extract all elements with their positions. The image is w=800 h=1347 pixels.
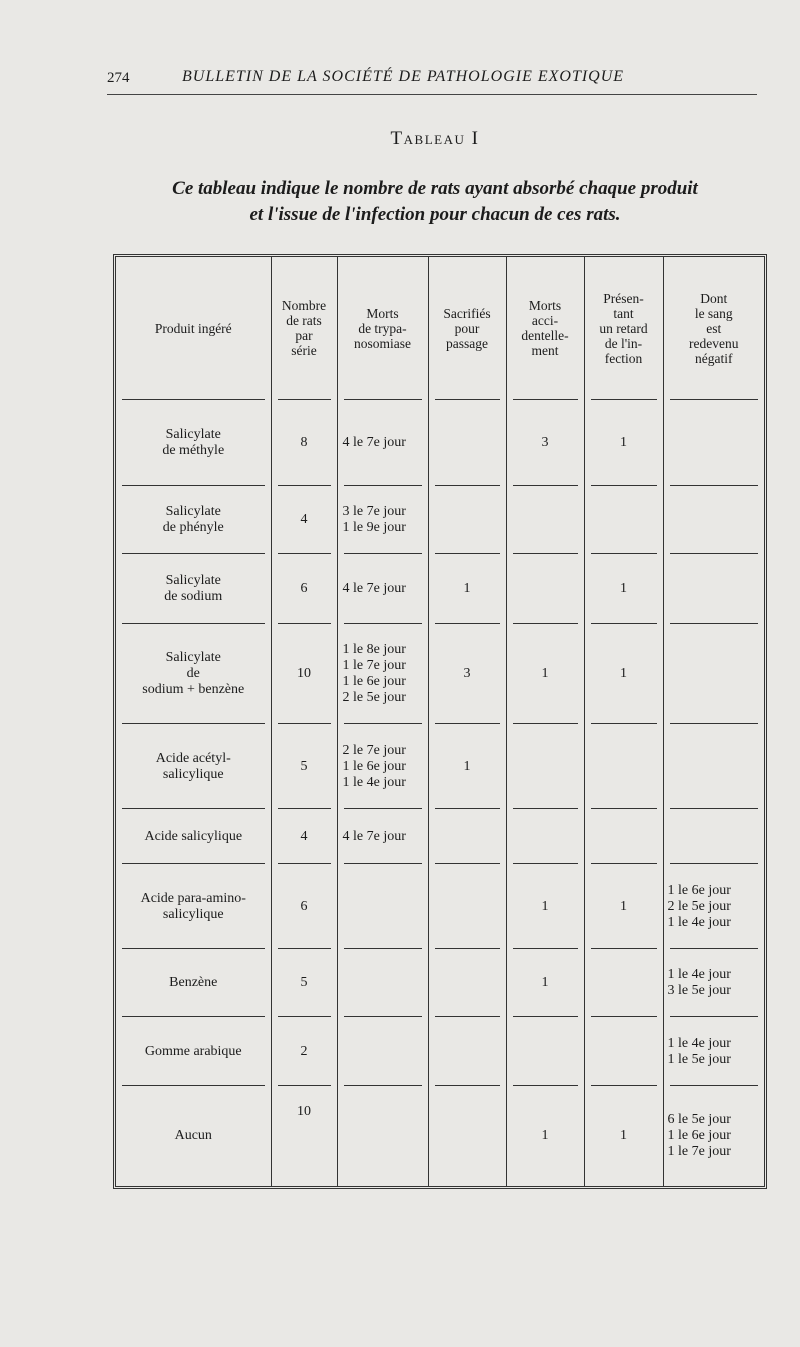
cell-sacrificed bbox=[427, 949, 506, 1017]
cell-product: Acide salicylique bbox=[116, 809, 271, 864]
cell-sacrificed bbox=[427, 864, 506, 949]
cell-sacrificed: 1 bbox=[427, 724, 506, 809]
cell-trypano: 1 le 8e jour 1 le 7e jour 1 le 6e jour 2… bbox=[336, 624, 428, 724]
cell-delayed bbox=[583, 809, 663, 864]
cell-trypano bbox=[336, 1086, 428, 1186]
cell-product: Salicylate de phényle bbox=[116, 486, 271, 554]
cell-product: Acide para-amino- salicylique bbox=[116, 864, 271, 949]
cell-sacrificed bbox=[427, 1086, 506, 1186]
table-row: Acide para-amino- salicylique 6 1 1 1 le 6e … bbox=[116, 864, 764, 949]
cell-accidental: 1 bbox=[505, 949, 584, 1017]
cell-accidental bbox=[505, 554, 584, 624]
cell-trypano bbox=[336, 1017, 428, 1086]
cell-sacrificed bbox=[427, 809, 506, 864]
table-row: Salicylate de sodium + benzène 10 1 le 8e … bbox=[116, 624, 764, 724]
cell-product: Salicylate de méthyle bbox=[116, 399, 271, 486]
cell-count: 6 bbox=[270, 864, 337, 949]
cell-negative: 1 le 4e jour 3 le 5e jour bbox=[662, 949, 764, 1017]
table-row: Salicylate de méthyle 8 4 le 7e jour 3 1 bbox=[116, 399, 764, 486]
cell-count: 10 bbox=[270, 1086, 337, 1186]
table-row: Salicylate de phényle 4 3 le 7e jour 1 le … bbox=[116, 486, 764, 554]
journal-title: BULLETIN DE LA SOCIÉTÉ DE PATHOLOGIE EXO… bbox=[182, 68, 625, 85]
cell-negative: 6 le 5e jour 1 le 6e jour 1 le 7e jour bbox=[662, 1086, 764, 1186]
running-head: 274 BULLETIN DE LA SOCIÉTÉ DE PATHOLOGIE… bbox=[107, 68, 757, 95]
cell-delayed: 1 bbox=[583, 399, 663, 486]
cell-count: 8 bbox=[270, 399, 337, 486]
cell-accidental: 3 bbox=[505, 399, 584, 486]
cell-negative bbox=[662, 624, 764, 724]
cell-product: Salicylate de sodium + benzène bbox=[116, 624, 271, 724]
cell-negative bbox=[662, 486, 764, 554]
cell-delayed: 1 bbox=[583, 1086, 663, 1186]
cell-negative: 1 le 6e jour 2 le 5e jour 1 le 4e jour bbox=[662, 864, 764, 949]
cell-accidental bbox=[505, 724, 584, 809]
table-row: Salicylate de sodium 6 4 le 7e jour 1 1 bbox=[116, 554, 764, 624]
cell-count: 4 bbox=[270, 809, 337, 864]
table-caption: Ce tableau indique le nombre de rats aya… bbox=[172, 178, 698, 225]
column-header: Présen- tant un retard de l'in- fection bbox=[583, 257, 663, 399]
cell-delayed bbox=[583, 1017, 663, 1086]
cell-trypano: 4 le 7e jour bbox=[336, 399, 428, 486]
cell-count: 5 bbox=[270, 724, 337, 809]
cell-delayed bbox=[583, 949, 663, 1017]
cell-count: 6 bbox=[270, 554, 337, 624]
cell-negative bbox=[662, 724, 764, 809]
cell-delayed: 1 bbox=[583, 864, 663, 949]
table-title: Tableau I bbox=[390, 128, 480, 149]
cell-product: Benzène bbox=[116, 949, 271, 1017]
cell-trypano bbox=[336, 949, 428, 1017]
cell-accidental bbox=[505, 1017, 584, 1086]
cell-delayed bbox=[583, 724, 663, 809]
cell-accidental bbox=[505, 486, 584, 554]
cell-sacrificed bbox=[427, 399, 506, 486]
cell-sacrificed: 3 bbox=[427, 624, 506, 724]
column-header: Dont le sang est redevenu négatif bbox=[662, 257, 764, 399]
table-row: Benzène 5 1 1 le 4e jour 3 le 5e jour bbox=[116, 949, 764, 1017]
cell-trypano: 3 le 7e jour 1 le 9e jour bbox=[336, 486, 428, 554]
cell-accidental: 1 bbox=[505, 1086, 584, 1186]
cell-sacrificed: 1 bbox=[427, 554, 506, 624]
cell-product: Aucun bbox=[174, 1128, 212, 1143]
column-header: Produit ingéré bbox=[154, 320, 232, 336]
cell-negative bbox=[662, 554, 764, 624]
results-table: Produit ingéré Nombre de rats par série Mo… bbox=[113, 254, 767, 1189]
cell-accidental bbox=[505, 809, 584, 864]
column-header: Nombre de rats par série bbox=[270, 257, 337, 399]
cell-negative bbox=[662, 809, 764, 864]
cell-trypano: 2 le 7e jour 1 le 6e jour 1 le 4e jour bbox=[336, 724, 428, 809]
cell-count: 5 bbox=[270, 949, 337, 1017]
cell-trypano: 4 le 7e jour bbox=[336, 809, 428, 864]
cell-count: 10 bbox=[270, 624, 337, 724]
column-header: Sacrifiés pour passage bbox=[427, 257, 506, 399]
cell-negative bbox=[662, 399, 764, 486]
cell-trypano: 4 le 7e jour bbox=[336, 554, 428, 624]
column-header: Morts acci- dentelle- ment bbox=[505, 257, 584, 399]
table-row: Gomme arabique 2 1 le 4e jour 1 le 5e jour bbox=[116, 1017, 764, 1086]
cell-delayed: 1 bbox=[583, 554, 663, 624]
table-row: Acide salicylique 4 4 le 7e jour bbox=[116, 809, 764, 864]
cell-count: 2 bbox=[270, 1017, 337, 1086]
cell-accidental: 1 bbox=[505, 624, 584, 724]
cell-accidental: 1 bbox=[505, 864, 584, 949]
cell-product: Acide acétyl- salicylique bbox=[116, 724, 271, 809]
cell-delayed bbox=[583, 486, 663, 554]
page-number: 274 bbox=[107, 70, 130, 86]
column-header: Morts de trypa- nosomiase bbox=[336, 257, 428, 399]
table-row: Aucun 10 1 1 6 le 5e jour 1 le 6e jour 1 le … bbox=[116, 1086, 764, 1186]
cell-negative: 1 le 4e jour 1 le 5e jour bbox=[662, 1017, 764, 1086]
cell-count: 4 bbox=[270, 486, 337, 554]
cell-product: Gomme arabique bbox=[116, 1017, 271, 1086]
table-row: Acide acétyl- salicylique 5 2 le 7e jour 1… bbox=[116, 724, 764, 809]
cell-delayed: 1 bbox=[583, 624, 663, 724]
cell-trypano bbox=[336, 864, 428, 949]
cell-sacrificed bbox=[427, 1017, 506, 1086]
cell-product: Salicylate de sodium bbox=[116, 554, 271, 624]
cell-sacrificed bbox=[427, 486, 506, 554]
header-row: Produit ingéré Nombre de rats par série Mo… bbox=[116, 257, 764, 399]
